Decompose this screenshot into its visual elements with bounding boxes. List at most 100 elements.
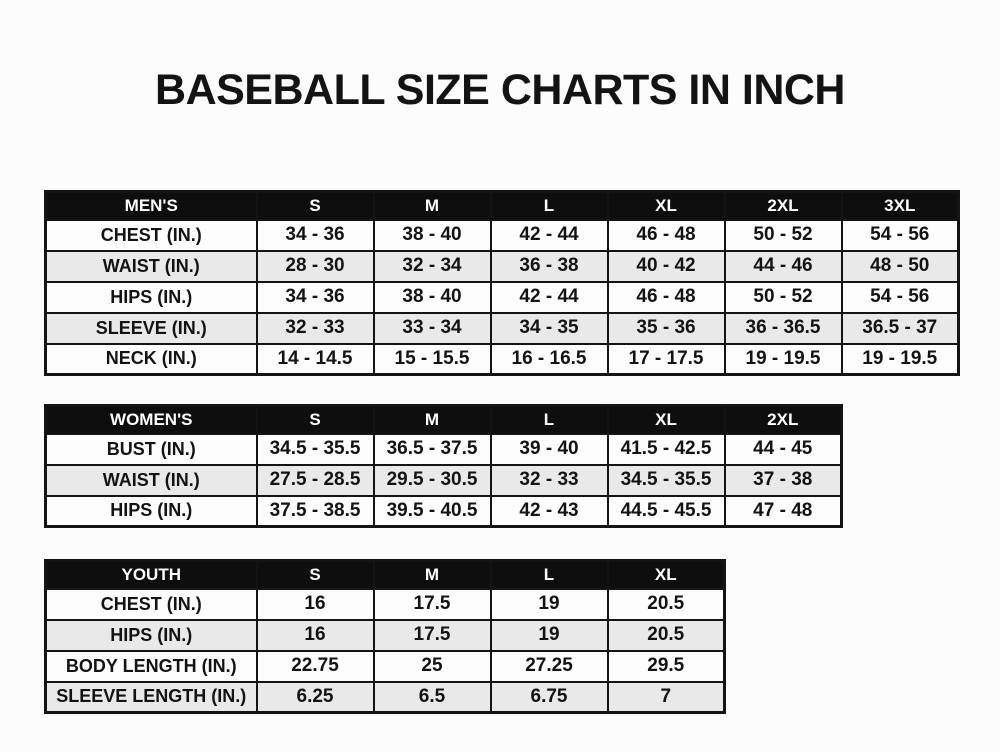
table-row: NECK (IN.) 14 - 14.5 15 - 15.5 16 - 16.5 17 … — [44, 342, 960, 376]
table-title-cell: MEN'S — [44, 190, 258, 221]
table-row: SLEEVE LENGTH (IN.) 6.25 6.5 6.75 7 — [44, 680, 726, 714]
table-row: HIPS (IN.) 34 - 36 38 - 40 42 - 44 46 - 48 50… — [44, 280, 960, 314]
size-value-cell: 37.5 - 38.5 — [255, 494, 375, 528]
table-row: WAIST (IN.) 28 - 30 32 - 34 36 - 38 40 - 42 4… — [44, 249, 960, 283]
page-title: BASEBALL SIZE CHARTS IN INCH — [155, 66, 845, 114]
size-value-cell: 22.75 — [255, 649, 375, 683]
youth-table-section: YOUTH S M L XL CHEST (IN.) 16 17.5 19 20.5 HIPS (I… — [44, 559, 960, 714]
column-header: L — [489, 404, 609, 435]
size-value-cell: 36 - 38 — [489, 249, 609, 283]
column-header: M — [372, 559, 492, 590]
table-row: HIPS (IN.) 37.5 - 38.5 39.5 - 40.5 42 - 43 4… — [44, 494, 843, 528]
row-label: HIPS (IN.) — [44, 494, 258, 528]
column-header: M — [372, 190, 492, 221]
column-header: XL — [606, 559, 726, 590]
row-label: NECK (IN.) — [44, 342, 258, 376]
size-value-cell: 33 - 34 — [372, 311, 492, 345]
row-label: WAIST (IN.) — [44, 463, 258, 497]
size-value-cell: 41.5 - 42.5 — [606, 432, 726, 466]
size-value-cell: 50 - 52 — [723, 280, 843, 314]
size-value-cell: 14 - 14.5 — [255, 342, 375, 376]
column-header: XL — [606, 404, 726, 435]
row-label: CHEST (IN.) — [44, 587, 258, 621]
column-header: S — [255, 190, 375, 221]
column-header: S — [255, 404, 375, 435]
size-value-cell: 44 - 45 — [723, 432, 843, 466]
size-value-cell: 20.5 — [606, 618, 726, 652]
size-value-cell: 29.5 — [606, 649, 726, 683]
row-label: SLEEVE (IN.) — [44, 311, 258, 345]
size-value-cell: 19 — [489, 587, 609, 621]
column-header: S — [255, 559, 375, 590]
size-value-cell: 32 - 34 — [372, 249, 492, 283]
row-label: BUST (IN.) — [44, 432, 258, 466]
table-row: SLEEVE (IN.) 32 - 33 33 - 34 34 - 35 35 - 36… — [44, 311, 960, 345]
size-value-cell: 36.5 - 37 — [840, 311, 960, 345]
column-header: XL — [606, 190, 726, 221]
size-value-cell: 7 — [606, 680, 726, 714]
youth-size-table: YOUTH S M L XL CHEST (IN.) 16 17.5 19 20.5 HIPS (I… — [44, 559, 726, 714]
column-header: 2XL — [723, 190, 843, 221]
table-row: WAIST (IN.) 27.5 - 28.5 29.5 - 30.5 32 - 33… — [44, 463, 843, 497]
table-row: BUST (IN.) 34.5 - 35.5 36.5 - 37.5 39 - 40 4… — [44, 432, 843, 466]
size-value-cell: 54 - 56 — [840, 280, 960, 314]
size-value-cell: 6.25 — [255, 680, 375, 714]
size-value-cell: 27.5 - 28.5 — [255, 463, 375, 497]
size-value-cell: 38 - 40 — [372, 280, 492, 314]
column-header: 3XL — [840, 190, 960, 221]
mens-size-table: MEN'S S M L XL 2XL 3XL CHEST (IN.) 34 - 36 38 - 4… — [44, 190, 960, 376]
size-value-cell: 27.25 — [489, 649, 609, 683]
size-value-cell: 19 - 19.5 — [840, 342, 960, 376]
table-title-cell: YOUTH — [44, 559, 258, 590]
row-label: HIPS (IN.) — [44, 618, 258, 652]
table-row: BODY LENGTH (IN.) 22.75 25 27.25 29.5 — [44, 649, 726, 683]
table-row: CHEST (IN.) 16 17.5 19 20.5 — [44, 587, 726, 621]
size-value-cell: 54 - 56 — [840, 218, 960, 252]
size-value-cell: 36.5 - 37.5 — [372, 432, 492, 466]
size-value-cell: 15 - 15.5 — [372, 342, 492, 376]
column-header: M — [372, 404, 492, 435]
table-title-cell: WOMEN'S — [44, 404, 258, 435]
size-value-cell: 16 - 16.5 — [489, 342, 609, 376]
size-value-cell: 42 - 44 — [489, 218, 609, 252]
size-value-cell: 20.5 — [606, 587, 726, 621]
row-label: SLEEVE LENGTH (IN.) — [44, 680, 258, 714]
row-label: WAIST (IN.) — [44, 249, 258, 283]
size-value-cell: 46 - 48 — [606, 280, 726, 314]
womens-size-table: WOMEN'S S M L XL 2XL BUST (IN.) 34.5 - 35.5 36.5… — [44, 404, 843, 528]
size-value-cell: 6.5 — [372, 680, 492, 714]
size-value-cell: 39.5 - 40.5 — [372, 494, 492, 528]
size-value-cell: 6.75 — [489, 680, 609, 714]
size-value-cell: 16 — [255, 618, 375, 652]
size-value-cell: 40 - 42 — [606, 249, 726, 283]
size-value-cell: 35 - 36 — [606, 311, 726, 345]
column-header: L — [489, 559, 609, 590]
size-value-cell: 34.5 - 35.5 — [606, 463, 726, 497]
size-value-cell: 37 - 38 — [723, 463, 843, 497]
size-value-cell: 42 - 43 — [489, 494, 609, 528]
size-value-cell: 47 - 48 — [723, 494, 843, 528]
size-value-cell: 48 - 50 — [840, 249, 960, 283]
size-value-cell: 17.5 — [372, 618, 492, 652]
size-value-cell: 46 - 48 — [606, 218, 726, 252]
table-row: HIPS (IN.) 16 17.5 19 20.5 — [44, 618, 726, 652]
size-value-cell: 34.5 - 35.5 — [255, 432, 375, 466]
header-row: MEN'S S M L XL 2XL 3XL — [44, 190, 960, 221]
womens-table-section: WOMEN'S S M L XL 2XL BUST (IN.) 34.5 - 35.5 36.5… — [44, 404, 960, 528]
size-value-cell: 36 - 36.5 — [723, 311, 843, 345]
column-header: 2XL — [723, 404, 843, 435]
row-label: CHEST (IN.) — [44, 218, 258, 252]
size-value-cell: 50 - 52 — [723, 218, 843, 252]
header-row: YOUTH S M L XL — [44, 559, 726, 590]
size-value-cell: 42 - 44 — [489, 280, 609, 314]
size-value-cell: 17.5 — [372, 587, 492, 621]
size-value-cell: 34 - 36 — [255, 280, 375, 314]
size-value-cell: 17 - 17.5 — [606, 342, 726, 376]
size-value-cell: 28 - 30 — [255, 249, 375, 283]
size-value-cell: 34 - 35 — [489, 311, 609, 345]
row-label: BODY LENGTH (IN.) — [44, 649, 258, 683]
size-charts-container: MEN'S S M L XL 2XL 3XL CHEST (IN.) 34 - 36 38 - 4… — [44, 190, 960, 714]
mens-table-section: MEN'S S M L XL 2XL 3XL CHEST (IN.) 34 - 36 38 - 4… — [44, 190, 960, 376]
size-value-cell: 32 - 33 — [255, 311, 375, 345]
size-value-cell: 16 — [255, 587, 375, 621]
